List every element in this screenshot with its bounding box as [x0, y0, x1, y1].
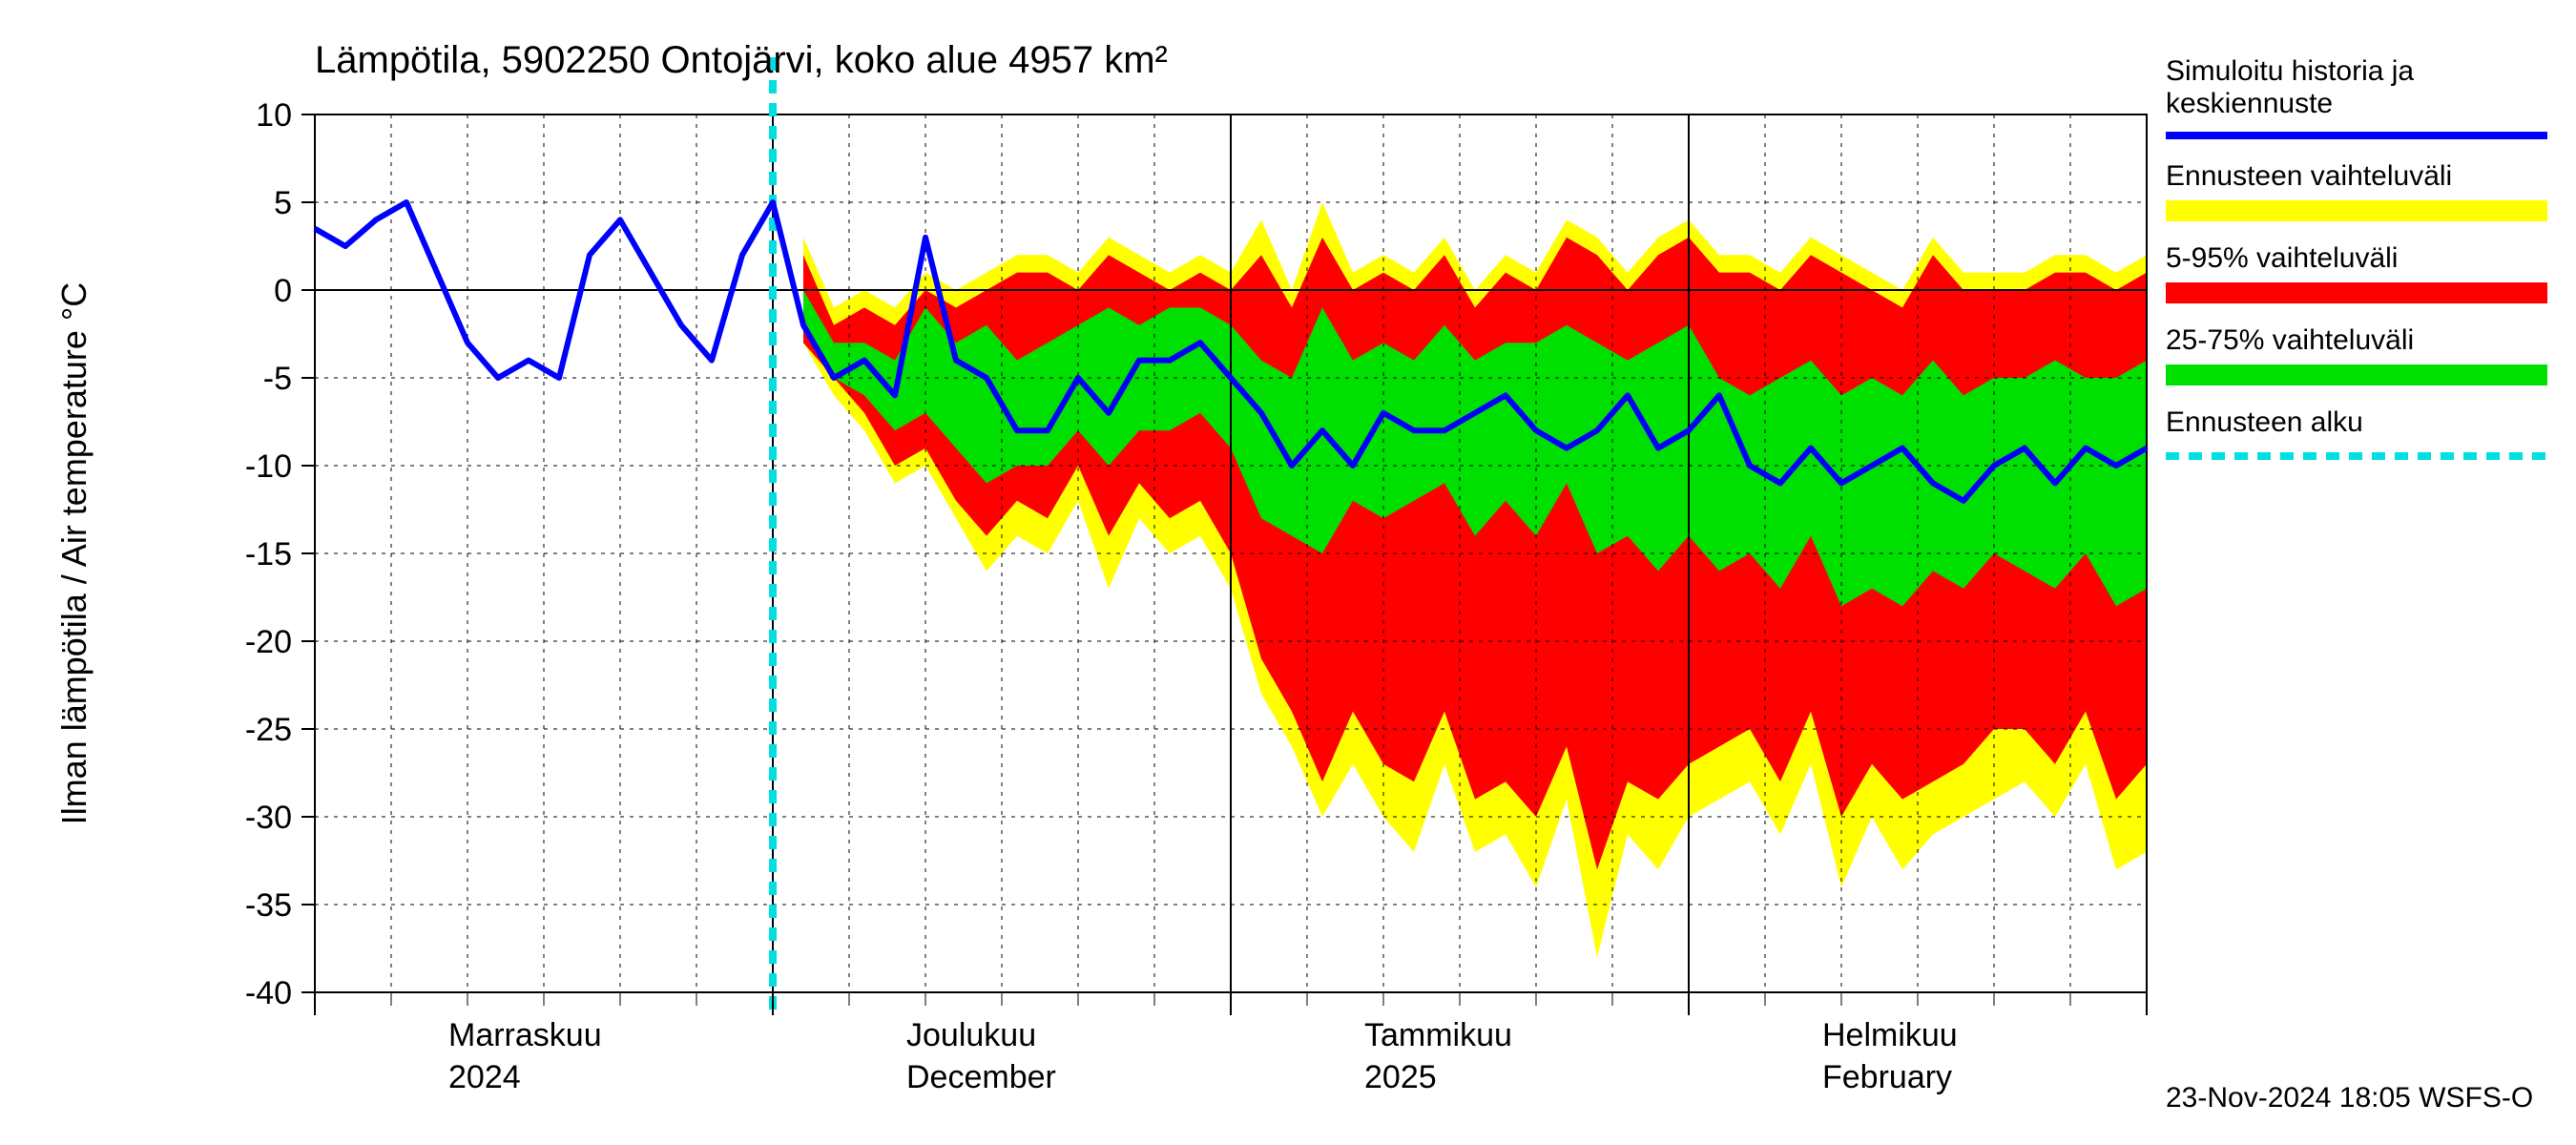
y-tick-label: -10: [245, 448, 292, 485]
legend-label: Ennusteen vaihteluväli: [2166, 160, 2452, 192]
y-tick-label: 10: [256, 97, 292, 134]
y-tick-label: -25: [245, 712, 292, 748]
y-tick-label: 5: [274, 185, 292, 221]
y-tick-label: -5: [263, 361, 292, 397]
y-tick-label: -20: [245, 624, 292, 660]
y-tick-label: -35: [245, 887, 292, 924]
temperature-forecast-chart: 10 5 0 -5 -10 -15 -20 -25 -30 -35 -40 Marraskuu 2024…: [0, 0, 2576, 1145]
footer-timestamp: 23-Nov-2024 18:05 WSFS-O: [2166, 1082, 2533, 1114]
legend-swatch: [2166, 200, 2547, 221]
legend-label: Ennusteen alku: [2166, 406, 2363, 438]
x-month-label: Helmikuu: [1822, 1017, 1958, 1053]
chart-title: Lämpötila, 5902250 Ontojärvi, koko alue …: [315, 39, 1168, 81]
x-month-label: Tammikuu: [1364, 1017, 1512, 1053]
x-month-sublabel: February: [1822, 1059, 1952, 1095]
x-month-label: Joulukuu: [906, 1017, 1036, 1053]
y-tick-label: 0: [274, 273, 292, 309]
y-axis-label: Ilman lämpötila / Air temperature °C: [54, 282, 93, 825]
y-tick-label: -15: [245, 536, 292, 572]
x-month-sublabel: 2025: [1364, 1059, 1437, 1095]
legend-swatch: [2166, 364, 2547, 385]
legend-swatch: [2166, 282, 2547, 303]
legend-label: 25-75% vaihteluväli: [2166, 324, 2414, 356]
legend-label: keskiennuste: [2166, 88, 2333, 119]
legend-label: Simuloitu historia ja: [2166, 55, 2414, 87]
legend-label: 5-95% vaihteluväli: [2166, 242, 2398, 274]
x-month-sublabel: 2024: [448, 1059, 521, 1095]
x-month-sublabel: December: [906, 1059, 1056, 1095]
y-tick-label: -30: [245, 800, 292, 836]
x-month-label: Marraskuu: [448, 1017, 602, 1053]
y-tick-label: -40: [245, 975, 292, 1011]
